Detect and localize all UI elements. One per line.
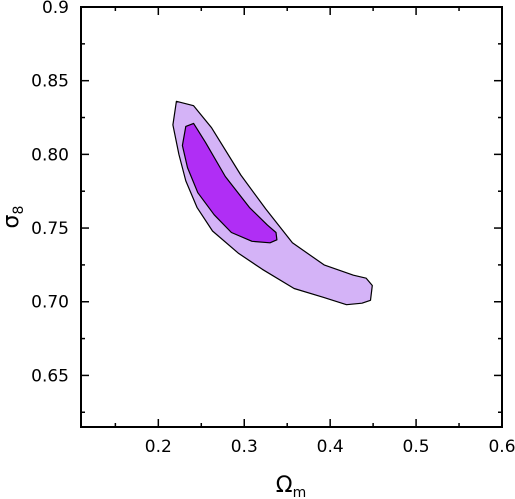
x-tick-label: 0.2 (145, 437, 172, 457)
tick-layer: 0.2 0.3 0.4 0.5 0.6 0.65 0.70 0.75 0.80 0.85 0.9 (31, 0, 515, 457)
y-tick-label: 0.85 (31, 72, 69, 92)
x-tick-label: 0.5 (403, 437, 430, 457)
y-tick-label: 0.80 (31, 145, 69, 165)
contour-inner (181, 122, 278, 244)
x-tick-label: 0.6 (488, 437, 515, 457)
y-tick-label: 0.9 (42, 0, 69, 18)
contour-layer (172, 100, 373, 306)
x-tick-label: 0.4 (317, 437, 344, 457)
y-tick-label: 0.70 (31, 293, 69, 313)
contour-outer (172, 100, 373, 306)
y-tick-label: 0.65 (31, 366, 69, 386)
y-axis-title: σ8 (0, 206, 27, 229)
x-tick-label: 0.3 (231, 437, 258, 457)
y-tick-label: 0.75 (31, 219, 69, 239)
x-axis-title: Ωm (276, 473, 306, 499)
plot-frame (80, 6, 503, 428)
